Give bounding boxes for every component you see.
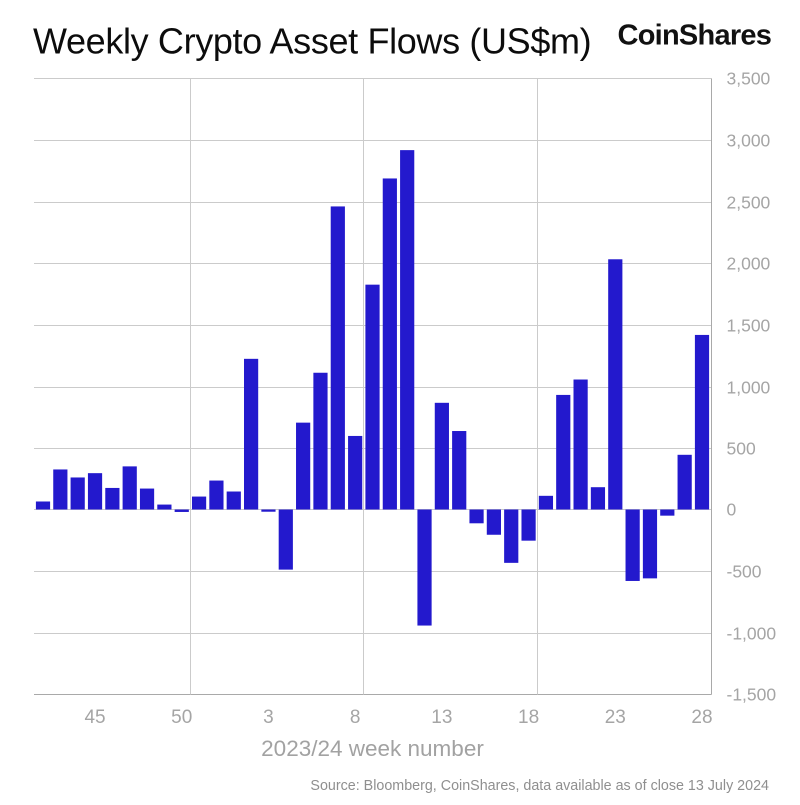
svg-text:-1,000: -1,000 [727, 624, 777, 644]
svg-text:-1,500: -1,500 [727, 685, 777, 705]
svg-text:50: 50 [171, 707, 192, 728]
svg-text:Weekly Crypto Asset Flows (US$: Weekly Crypto Asset Flows (US$m) [33, 21, 591, 62]
svg-text:18: 18 [518, 707, 539, 728]
svg-text:3,000: 3,000 [727, 131, 771, 151]
svg-text:3: 3 [263, 707, 274, 728]
svg-text:3,500: 3,500 [727, 69, 771, 89]
svg-text:500: 500 [727, 439, 756, 459]
svg-text:CoinShares: CoinShares [618, 19, 772, 51]
svg-text:Source: Bloomberg, CoinShares,: Source: Bloomberg, CoinShares, data avai… [310, 778, 769, 794]
svg-text:0: 0 [727, 500, 737, 520]
svg-text:13: 13 [431, 707, 452, 728]
svg-text:1,000: 1,000 [727, 378, 771, 398]
svg-text:23: 23 [605, 707, 626, 728]
svg-text:2,500: 2,500 [727, 193, 771, 213]
svg-text:2023/24 week number: 2023/24 week number [261, 736, 484, 761]
svg-text:-500: -500 [727, 562, 762, 582]
svg-text:2,000: 2,000 [727, 254, 771, 274]
svg-text:8: 8 [350, 707, 361, 728]
svg-text:1,500: 1,500 [727, 316, 771, 336]
svg-text:28: 28 [691, 707, 712, 728]
svg-text:45: 45 [84, 707, 105, 728]
